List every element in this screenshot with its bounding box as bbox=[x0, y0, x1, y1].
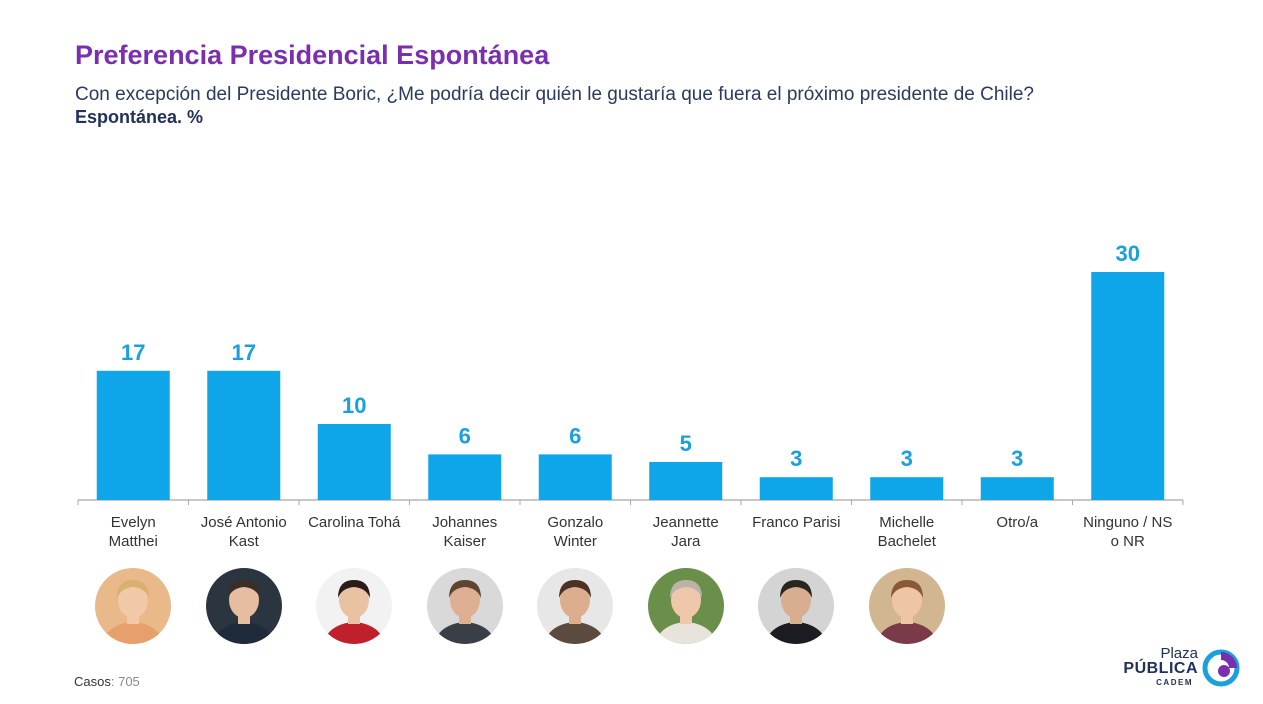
logo-text-publica: PÚBLICA bbox=[1123, 660, 1198, 677]
candidate-portrait bbox=[537, 568, 614, 644]
candidate-portrait bbox=[868, 568, 945, 644]
bar bbox=[1091, 272, 1165, 500]
bar-chart: 17 Evelyn Matthei 17 José Antonio Kast 10 Carol… bbox=[77, 241, 1184, 550]
logo-swirl-icon bbox=[1202, 649, 1240, 687]
data-label: 5 bbox=[680, 431, 692, 456]
logo-text-cadem: CADEM bbox=[1156, 678, 1193, 687]
candidate-portrait bbox=[95, 568, 172, 644]
bar bbox=[649, 462, 723, 500]
candidate-portrait bbox=[426, 568, 503, 644]
bar bbox=[317, 424, 391, 500]
sample-size-note: Casos: 705 bbox=[74, 674, 140, 689]
tick-label: Johannes Kaiser bbox=[432, 514, 497, 550]
candidate-portrait bbox=[758, 568, 835, 644]
data-label: 17 bbox=[232, 340, 256, 365]
tick-label: Gonzalo Winter bbox=[547, 514, 603, 550]
tick-label: Michelle Bachelet bbox=[878, 514, 937, 550]
bar bbox=[759, 477, 833, 500]
casos-value: : 705 bbox=[110, 674, 140, 689]
data-label: 10 bbox=[342, 393, 366, 418]
tick-label: Carolina Tohá bbox=[308, 514, 401, 531]
data-label: 3 bbox=[790, 446, 802, 471]
tick-label: Jeannette Jara bbox=[653, 514, 719, 550]
data-label: 6 bbox=[459, 423, 471, 448]
bar bbox=[870, 477, 944, 500]
data-label: 3 bbox=[901, 446, 913, 471]
tick-label: Otro/a bbox=[996, 514, 1038, 531]
bar bbox=[96, 370, 170, 500]
bar bbox=[980, 477, 1054, 500]
candidate-portrait bbox=[316, 568, 393, 644]
candidate-portrait bbox=[205, 568, 282, 644]
plaza-publica-cadem-logo: Plaza PÚBLICA CADEM bbox=[1120, 645, 1245, 690]
tick-label: Franco Parisi bbox=[752, 514, 840, 531]
unit-label: Espontánea. % bbox=[75, 107, 204, 127]
chart-title: Preferencia Presidencial Espontánea bbox=[75, 40, 550, 70]
bar bbox=[428, 454, 502, 500]
data-label: 6 bbox=[569, 423, 581, 448]
bar bbox=[207, 370, 281, 500]
tick-label: Evelyn Matthei bbox=[109, 514, 158, 550]
data-label: 17 bbox=[121, 340, 145, 365]
bar bbox=[538, 454, 612, 500]
question-subtitle: Con excepción del Presidente Boric, ¿Me … bbox=[75, 84, 1034, 105]
logo-text-plaza: Plaza bbox=[1160, 645, 1198, 662]
data-label: 30 bbox=[1116, 241, 1140, 266]
tick-label: Ninguno / NS o NR bbox=[1083, 514, 1172, 550]
casos-label: Casos bbox=[74, 674, 111, 689]
tick-label: José Antonio Kast bbox=[201, 514, 287, 550]
candidate-portrait bbox=[647, 568, 724, 644]
data-label: 3 bbox=[1011, 446, 1023, 471]
